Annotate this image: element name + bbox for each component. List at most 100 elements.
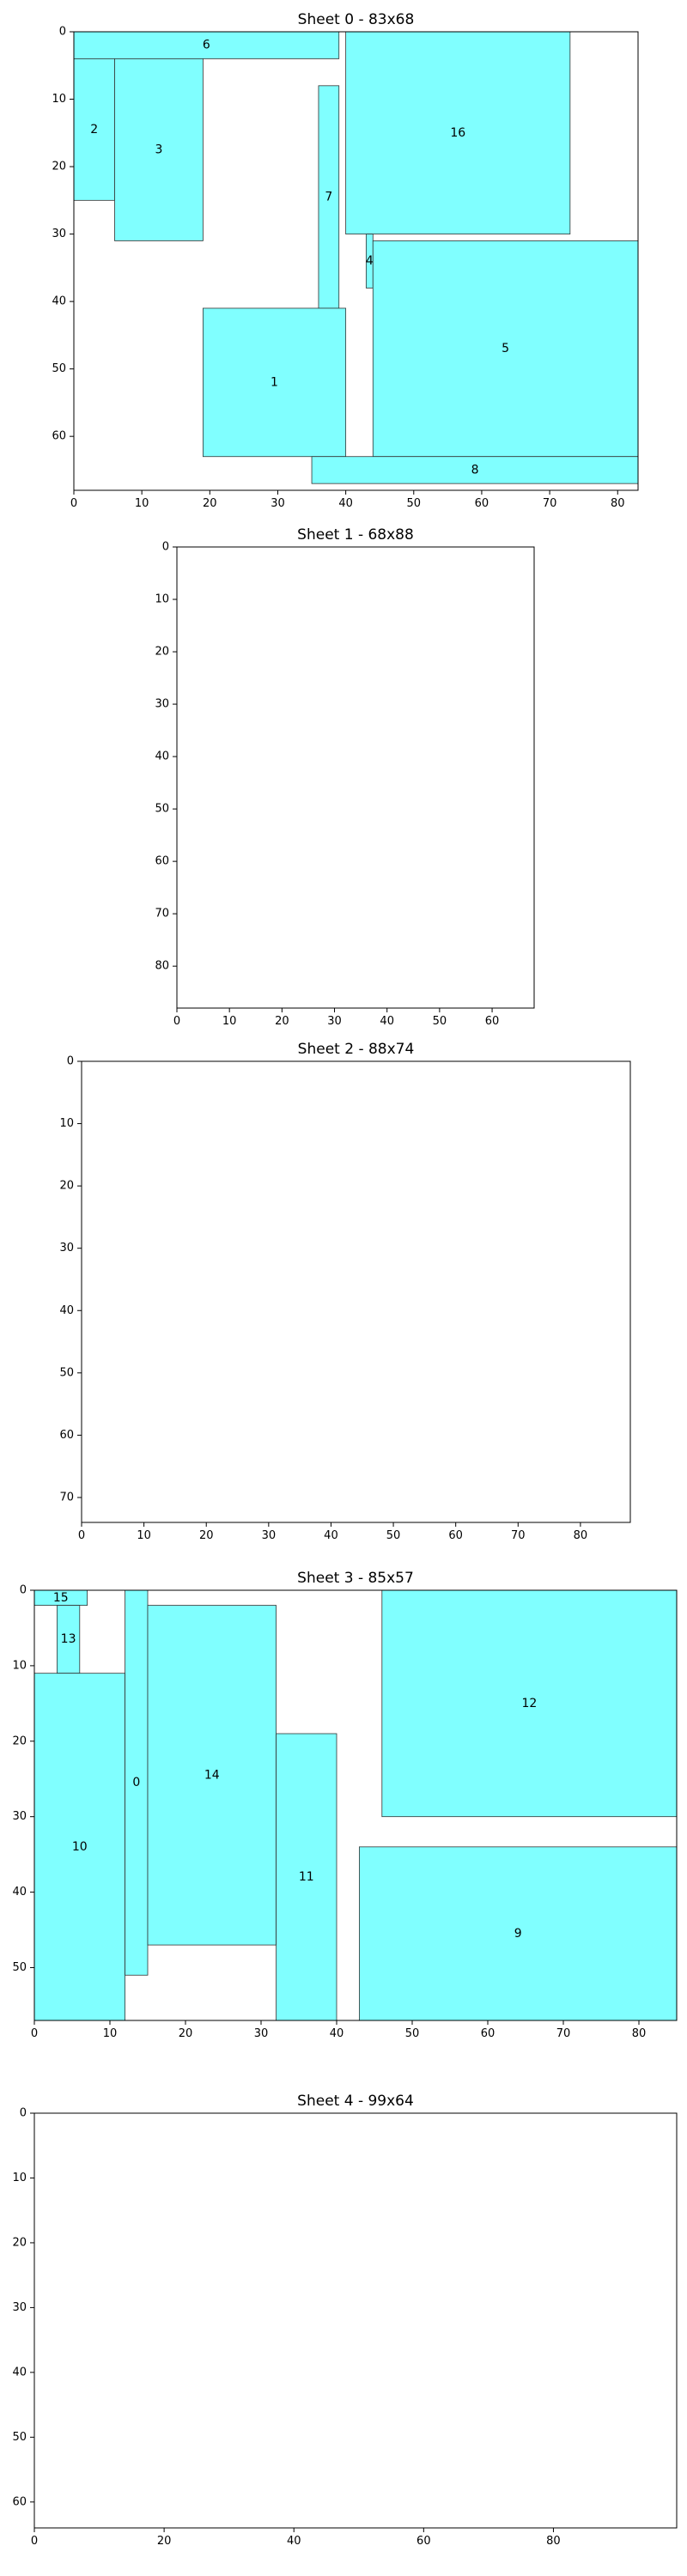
- y-tick-label: 50: [155, 803, 169, 816]
- y-tick-label: 50: [59, 1366, 74, 1379]
- y-tick-label: 40: [52, 295, 66, 308]
- sheet-title: Sheet 2 - 88x74: [298, 1041, 415, 1058]
- x-tick-label: 30: [327, 1015, 342, 1028]
- x-tick-label: 80: [546, 2535, 561, 2548]
- y-tick-label: 50: [52, 362, 66, 375]
- x-tick-label: 30: [271, 497, 285, 510]
- sheet-title: Sheet 4 - 99x64: [297, 2093, 414, 2110]
- x-tick-label: 10: [103, 2027, 118, 2040]
- y-tick-label: 40: [12, 2366, 27, 2379]
- x-tick-label: 60: [485, 1015, 500, 1028]
- rect-shape: [73, 31, 340, 59]
- plot-frame: [73, 31, 639, 491]
- rect-label: 16: [450, 126, 465, 140]
- x-tick-label: 40: [380, 1015, 394, 1028]
- y-tick-label: 20: [12, 1735, 27, 1747]
- rect-label: 0: [132, 1776, 140, 1789]
- y-tick-label: 60: [59, 1429, 74, 1442]
- x-tick-label: 20: [275, 1015, 289, 1028]
- sheet-title: Sheet 1 - 68x88: [297, 526, 414, 544]
- y-tick-label: 20: [52, 161, 66, 173]
- y-tick-label: 60: [155, 855, 169, 868]
- packed-rect: 11: [276, 1733, 337, 2021]
- x-tick-label: 10: [222, 1015, 237, 1028]
- x-tick-label: 10: [135, 497, 149, 510]
- x-tick-label: 0: [31, 2027, 38, 2040]
- rect-shape: [372, 240, 639, 458]
- y-tick-label: 10: [155, 593, 169, 606]
- plot-frame: [33, 2112, 678, 2529]
- x-tick-label: 40: [324, 1529, 338, 1542]
- rect-shape: [57, 1605, 81, 1674]
- y-tick-label: 50: [12, 1961, 27, 1974]
- x-tick-label: 50: [405, 2027, 420, 2040]
- y-tick-label: 20: [12, 2236, 27, 2249]
- packed-rect: 6: [73, 31, 340, 59]
- y-tick-label: 0: [20, 1584, 27, 1597]
- rect-shape: [73, 58, 115, 201]
- y-tick-label: 40: [155, 750, 169, 763]
- y-tick-label: 30: [52, 228, 66, 240]
- y-tick-label: 0: [59, 26, 66, 39]
- rect-shape: [311, 456, 639, 484]
- y-tick-label: 10: [52, 93, 66, 106]
- rect-shape: [345, 31, 571, 234]
- rect-shape: [114, 58, 204, 241]
- rect-label: 10: [72, 1840, 88, 1854]
- rect-label: 8: [471, 463, 479, 477]
- rect-label: 11: [299, 1870, 314, 1884]
- packed-rect: 10: [33, 1673, 125, 2021]
- packed-rect: 15: [33, 1589, 88, 1606]
- sheet-title: Sheet 0 - 83x68: [298, 11, 415, 28]
- sheet-2: Sheet 2 - 88x74 0 10 20 30 40 50 60 70 80 0 10 20 30 4…: [59, 1041, 631, 1542]
- x-tick-label: 60: [416, 2535, 431, 2548]
- x-tick-label: 50: [433, 1015, 447, 1028]
- x-tick-label: 80: [611, 497, 625, 510]
- x-tick-label: 50: [407, 497, 422, 510]
- x-tick-label: 20: [179, 2027, 193, 2040]
- rect-shape: [33, 1673, 125, 2021]
- y-tick-label: 70: [59, 1491, 74, 1504]
- packed-rect: 12: [381, 1589, 678, 1818]
- packed-rect: 9: [358, 1846, 678, 2021]
- sheet-3: Sheet 3 - 85x57 15 13 10 0 14 11 12 9 0 10 20 30 40 50…: [12, 1570, 678, 2040]
- y-tick-label: 20: [59, 1180, 74, 1193]
- x-tick-label: 80: [574, 1529, 588, 1542]
- packed-rect: 0: [125, 1589, 149, 1976]
- y-tick-label: 40: [59, 1304, 74, 1317]
- y-tick-label: 0: [20, 2107, 27, 2120]
- packed-rect: 7: [318, 85, 340, 309]
- x-tick-label: 60: [481, 2027, 495, 2040]
- x-tick-label: 80: [632, 2027, 647, 2040]
- packed-rect: 1: [202, 307, 347, 458]
- sheet-title: Sheet 3 - 85x57: [297, 1570, 414, 1587]
- y-tick-label: 0: [67, 1055, 74, 1068]
- y-tick-label: 70: [155, 908, 169, 920]
- x-tick-label: 30: [262, 1529, 277, 1542]
- y-tick-label: 60: [52, 430, 66, 443]
- rect-label: 1: [271, 375, 278, 389]
- rect-label: 13: [61, 1632, 76, 1646]
- packed-rect: 13: [57, 1605, 81, 1674]
- x-tick-label: 0: [31, 2535, 38, 2548]
- y-tick-label: 10: [12, 2172, 27, 2184]
- x-tick-label: 70: [556, 2027, 571, 2040]
- x-tick-label: 0: [70, 497, 77, 510]
- packed-rect: 16: [345, 31, 571, 234]
- x-tick-label: 70: [511, 1529, 526, 1542]
- packed-rect: 14: [147, 1605, 277, 1946]
- x-tick-label: 30: [254, 2027, 269, 2040]
- x-tick-label: 10: [137, 1529, 151, 1542]
- rect-shape: [381, 1589, 678, 1818]
- y-tick-label: 80: [155, 960, 169, 973]
- x-tick-label: 0: [78, 1529, 85, 1542]
- packed-rect: 8: [311, 456, 639, 484]
- plot-frame: [33, 1589, 678, 2021]
- sheet-1: Sheet 1 - 68x88 0 10 20 30 40 50 60 0 10 20 30 40 50 6…: [155, 526, 535, 1028]
- x-tick-label: 20: [203, 497, 217, 510]
- y-tick-label: 20: [155, 646, 169, 659]
- rect-label: 4: [366, 254, 374, 268]
- x-tick-label: 60: [475, 497, 489, 510]
- packed-rect: 4: [366, 234, 374, 289]
